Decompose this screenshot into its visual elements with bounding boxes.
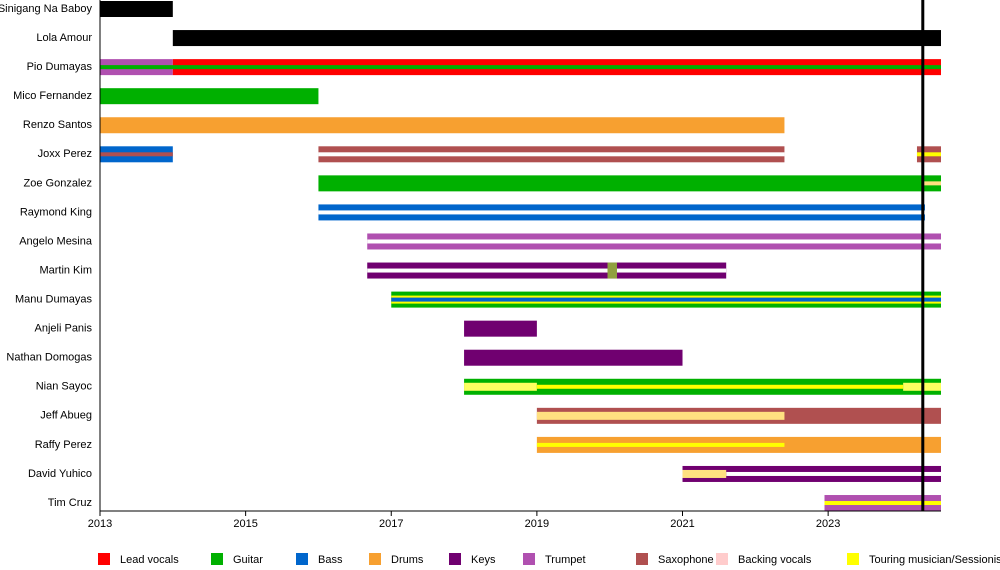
member-label: Nian Sayoc <box>36 381 93 393</box>
membership-bar <box>922 181 941 186</box>
membership-bar <box>100 152 173 157</box>
membership-bar <box>536 411 785 420</box>
legend-label: Saxophone <box>658 554 714 566</box>
legend-label: Lead vocals <box>120 554 179 566</box>
legend-label: Trumpet <box>545 554 586 566</box>
member-label: Sinigang Na Baboy <box>0 3 92 15</box>
membership-bar <box>318 152 785 157</box>
membership-bar <box>916 152 941 157</box>
legend-swatch <box>523 553 535 565</box>
member-label: Jeff Abueg <box>40 410 92 422</box>
membership-bar <box>100 117 785 134</box>
member-label: Manu Dumayas <box>15 294 93 306</box>
membership-bar <box>464 320 537 337</box>
legend-swatch <box>716 553 728 565</box>
legend-swatch <box>449 553 461 565</box>
member-label: Raffy Perez <box>35 439 92 451</box>
legend-swatch <box>847 553 859 565</box>
member-label: Lola Amour <box>36 32 92 44</box>
membership-bar <box>172 30 942 47</box>
member-label: Raymond King <box>20 206 92 218</box>
member-label: Angelo Mesina <box>19 235 93 247</box>
membership-bar <box>536 442 785 447</box>
legend-swatch <box>211 553 223 565</box>
membership-bar <box>607 262 617 279</box>
legend-label: Guitar <box>233 554 263 566</box>
member-label: Renzo Santos <box>23 119 93 131</box>
x-tick-label: 2021 <box>670 518 694 530</box>
x-tick-label: 2013 <box>88 518 112 530</box>
legend-label: Keys <box>471 554 496 566</box>
legend-swatch <box>296 553 308 565</box>
member-label: Martin Kim <box>39 264 92 276</box>
legend-label: Drums <box>391 554 424 566</box>
member-label: Tim Cruz <box>48 497 92 509</box>
membership-bar <box>100 1 173 17</box>
legend-swatch <box>98 553 110 565</box>
membership-bar <box>318 210 925 215</box>
member-label: Nathan Domogas <box>6 352 92 364</box>
membership-bar <box>726 471 941 476</box>
membership-bar <box>100 65 941 70</box>
legend-label: Bass <box>318 554 343 566</box>
legend-swatch <box>636 553 648 565</box>
member-label: Pio Dumayas <box>27 61 93 73</box>
member-label: Anjeli Panis <box>35 323 93 335</box>
membership-bar <box>367 268 727 273</box>
member-label: David Yuhico <box>28 468 92 480</box>
membership-bar <box>367 239 942 244</box>
x-tick-label: 2017 <box>379 518 403 530</box>
legend-label: Backing vocals <box>738 554 812 566</box>
membership-bar <box>391 297 942 302</box>
member-label: Zoe Gonzalez <box>24 177 92 189</box>
x-tick-label: 2015 <box>233 518 257 530</box>
member-label: Joxx Perez <box>38 148 92 160</box>
legend-label: Touring musician/Sessionist <box>869 554 1000 566</box>
membership-bar <box>536 384 904 389</box>
membership-bar <box>464 382 537 391</box>
member-label: Mico Fernandez <box>13 90 92 102</box>
membership-bar <box>824 501 941 506</box>
membership-bar <box>464 349 683 366</box>
x-tick-label: 2023 <box>816 518 840 530</box>
membership-bar <box>100 88 319 105</box>
legend-swatch <box>369 553 381 565</box>
x-tick-label: 2019 <box>525 518 549 530</box>
membership-bar <box>318 175 942 192</box>
membership-bar <box>682 469 727 478</box>
